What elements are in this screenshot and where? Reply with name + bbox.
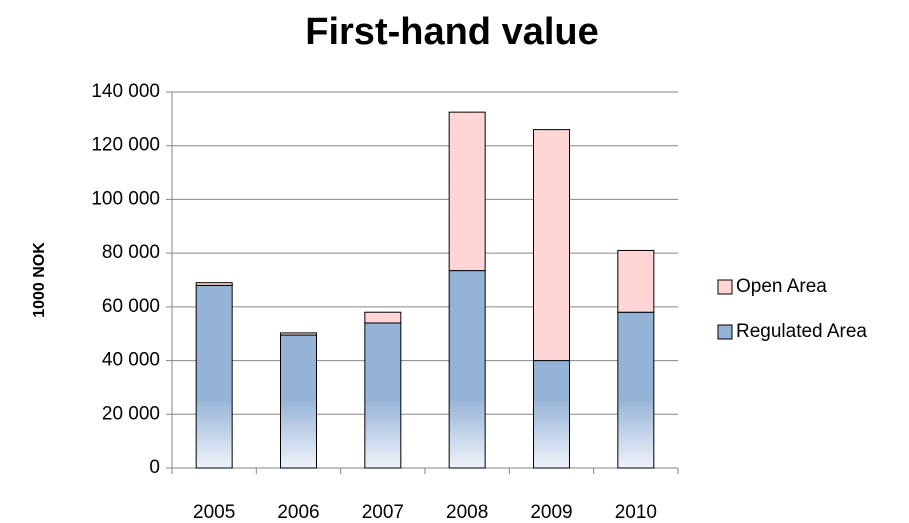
y-tick-label: 20 000 [102, 403, 160, 424]
x-tick-label: 2009 [530, 502, 572, 523]
bar-segment [280, 334, 317, 469]
chart-title: First-hand value [305, 11, 599, 53]
x-tick-label: 2005 [193, 502, 235, 523]
bar-segment [195, 284, 233, 469]
bar-segment [448, 270, 486, 469]
y-tick-label: 100 000 [91, 188, 160, 209]
bar-segment [195, 282, 233, 286]
x-tick-label: 2008 [446, 502, 488, 523]
y-tick-label: 60 000 [102, 296, 160, 317]
bar-segment [533, 360, 570, 469]
bar-segment [617, 311, 655, 469]
y-axis-label: 1000 NOK [31, 242, 48, 318]
x-tick-label: 2007 [362, 502, 404, 523]
y-tick-label: 140 000 [91, 81, 160, 102]
x-tick-label: 2010 [615, 502, 657, 523]
legend-label: Regulated Area [736, 321, 867, 342]
bar-segment [364, 322, 402, 469]
bar-segment [533, 129, 570, 362]
y-tick-label: 40 000 [102, 350, 160, 371]
y-tick-label: 120 000 [91, 135, 160, 156]
bar-segment [280, 332, 317, 336]
bar-segment [617, 249, 655, 313]
y-tick-label: 80 000 [102, 242, 160, 263]
legend-label: Open Area [736, 276, 827, 297]
y-tick-label: 0 [149, 457, 160, 478]
legend-swatch [717, 324, 733, 340]
bar-segment [448, 111, 486, 272]
bar-segment [364, 311, 402, 324]
legend-swatch [717, 279, 733, 295]
x-tick-label: 2006 [277, 502, 319, 523]
